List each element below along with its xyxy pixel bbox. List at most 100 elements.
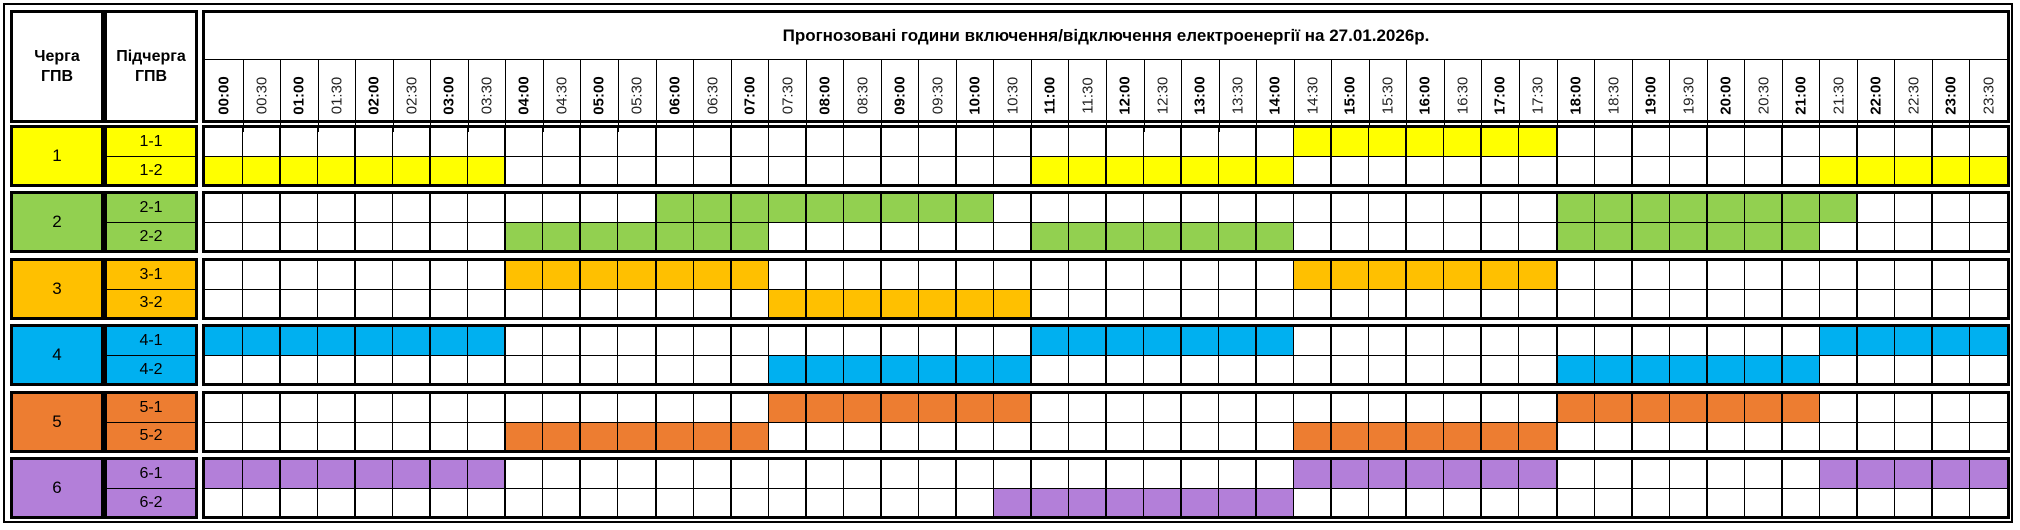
grid-line [542, 393, 544, 450]
grid-line [692, 460, 694, 516]
grid-line [1255, 327, 1258, 384]
outage-segment [1819, 460, 2007, 488]
time-slot-label: 14:30 [1304, 76, 1322, 115]
grid-line [1518, 128, 1520, 184]
time-slot-label: 20:00 [1717, 76, 1735, 115]
grid-line [429, 194, 432, 251]
time-slot-label: 07:30 [778, 76, 796, 115]
outage-segment [1556, 223, 1820, 251]
time-slot-label: 13:30 [1229, 76, 1247, 115]
grid-line [1029, 393, 1032, 450]
grid-line [542, 460, 544, 516]
time-slot-label: 02:00 [365, 76, 383, 115]
grid-line [1818, 260, 1820, 317]
grid-line [804, 460, 807, 516]
grid-line [879, 128, 882, 184]
time-slot-1230: 12:30 [1143, 59, 1182, 132]
time-slot-0300: 03:00 [430, 59, 468, 132]
grid-line [1218, 393, 1220, 450]
grid-line [1855, 327, 1858, 384]
subqueue-label-1-1: 1-1 [139, 133, 163, 150]
outage-row-5-1 [205, 393, 2007, 422]
grid-line [1480, 194, 1483, 251]
grid-line [954, 194, 957, 251]
grid-line [504, 460, 507, 516]
grid-line [1743, 128, 1745, 184]
grid-line [1930, 194, 1933, 251]
queue-cell-5: 5 [10, 390, 104, 453]
time-slot-label: 01:00 [290, 76, 308, 115]
grid-line [1518, 393, 1520, 450]
time-slot-0730: 07:30 [768, 59, 806, 132]
grid-line [1443, 128, 1445, 184]
grid-line [1855, 460, 1858, 516]
grid-line [279, 460, 282, 516]
outage-row-3-1 [205, 260, 2007, 289]
grid-line [1968, 393, 1970, 450]
subqueue-label-6-2: 6-2 [107, 488, 195, 516]
grid-line [1968, 260, 1970, 317]
time-slot-label: 01:30 [328, 76, 346, 115]
grid-line [1593, 393, 1595, 450]
grid-line [992, 393, 994, 450]
time-slot-1130: 11:30 [1068, 59, 1106, 132]
time-slot-1600: 16:00 [1406, 59, 1444, 132]
time-slot-label: 10:00 [966, 76, 984, 115]
grid-line [1405, 194, 1408, 251]
subqueue-header: Підчерга ГПВ [104, 10, 198, 123]
grid-line [1705, 194, 1708, 251]
time-slot-label: 19:30 [1679, 76, 1697, 115]
time-slot-0930: 09:30 [918, 59, 956, 132]
time-slot-1830: 18:30 [1594, 59, 1632, 132]
grid-line [579, 194, 582, 251]
grid-line [954, 393, 957, 450]
grid-line [654, 194, 657, 251]
grid-line [1143, 260, 1145, 317]
grid-line [392, 393, 394, 450]
time-slot-1400: 14:00 [1256, 59, 1294, 132]
grid-line [767, 128, 769, 184]
grid-line [767, 460, 769, 516]
grid-line [1705, 327, 1708, 384]
grid-line [1255, 128, 1258, 184]
grid-line [1705, 128, 1708, 184]
grid-line [504, 260, 507, 317]
grid-line [842, 327, 844, 384]
grid-line [1405, 260, 1408, 317]
queue-label: 2 [52, 212, 62, 232]
grid-line [1893, 393, 1895, 450]
grid-line [954, 260, 957, 317]
grid-line [1405, 393, 1408, 450]
grid-line [767, 260, 769, 317]
time-slot-2100: 21:00 [1781, 59, 1820, 132]
subqueue-label-1-2: 1-2 [107, 156, 195, 184]
grid-line [842, 260, 844, 317]
grid-line [1818, 128, 1820, 184]
grid-line [1218, 128, 1220, 184]
grid-line [1180, 128, 1183, 184]
time-slot-label: 11:00 [1041, 76, 1059, 115]
grid-line [917, 393, 919, 450]
grid-line [617, 194, 619, 251]
outage-segment [768, 393, 1031, 422]
grid-line [1480, 260, 1483, 317]
grid-line [279, 260, 282, 317]
time-slot-1800: 18:00 [1556, 59, 1595, 132]
grid-line [1330, 194, 1333, 251]
queue-label: 4 [52, 345, 62, 365]
queue-cell-6: 6 [10, 457, 104, 519]
grid-line [1818, 194, 1820, 251]
grid-line [842, 460, 844, 516]
grid-line [317, 194, 319, 251]
grid-line [354, 460, 357, 516]
time-slot-1530: 15:30 [1368, 59, 1407, 132]
grid-line [579, 128, 582, 184]
grid-line [1180, 194, 1183, 251]
grid-line [879, 393, 882, 450]
grid-line [842, 128, 844, 184]
time-slot-0900: 09:00 [880, 59, 919, 132]
grid-line [804, 128, 807, 184]
grid-line [279, 194, 282, 251]
time-slot-1930: 19:30 [1669, 59, 1707, 132]
outage-segment [1293, 260, 1557, 289]
